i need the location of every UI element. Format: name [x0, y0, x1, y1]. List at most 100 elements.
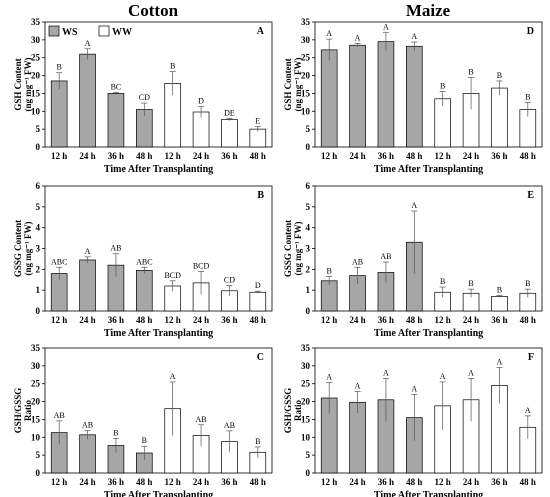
- x-tick-label: 24 h: [463, 151, 479, 161]
- panel-label: F: [528, 352, 534, 363]
- bar-ww: [491, 296, 508, 312]
- significance-letter: A: [411, 201, 417, 210]
- x-tick-label: 48 h: [520, 151, 536, 161]
- x-tick-label: 48 h: [250, 151, 266, 161]
- y-tick-label: 3: [306, 244, 311, 254]
- bar-ws: [50, 80, 68, 148]
- legend-swatch-ww: [98, 25, 110, 37]
- y-tick-label: 10: [301, 432, 311, 442]
- significance-letter: B: [497, 285, 502, 294]
- plot-frame: [314, 347, 543, 474]
- y-tick-label: 20: [301, 397, 311, 407]
- y-tick-label: 0: [36, 306, 41, 316]
- legend-swatch-ws: [48, 25, 60, 37]
- bar-ws: [320, 49, 338, 148]
- y-tick-label: 35: [31, 343, 41, 353]
- significance-letter: BCD: [193, 261, 210, 270]
- significance-letter: ABC: [51, 257, 67, 266]
- bar-ws: [349, 44, 366, 148]
- significance-letter: A: [355, 382, 361, 391]
- x-tick-label: 12 h: [165, 477, 181, 487]
- x-tick-label: 48 h: [406, 477, 422, 487]
- significance-letter: AB: [82, 421, 93, 430]
- bar-ww: [221, 119, 238, 148]
- y-tick-label: 3: [36, 244, 41, 254]
- x-tick-label: 24 h: [349, 477, 365, 487]
- x-axis-label: Time After Transplanting: [374, 328, 483, 339]
- plot-frame: [314, 185, 543, 312]
- y-tick-label: 15: [31, 414, 41, 424]
- x-tick-label: 48 h: [250, 477, 266, 487]
- y-tick-label: 0: [306, 142, 311, 152]
- bar-ws: [377, 41, 395, 148]
- panel-label: B: [257, 190, 264, 201]
- y-tick-label: 2: [306, 264, 311, 274]
- y-tick-label: 10: [31, 432, 41, 442]
- significance-letter: B: [468, 67, 473, 76]
- y-tick-label: 5: [306, 124, 311, 134]
- x-tick-label: 48 h: [520, 477, 536, 487]
- significance-letter: B: [113, 428, 118, 437]
- x-tick-label: 36 h: [491, 151, 507, 161]
- x-tick-label: 24 h: [349, 315, 365, 325]
- y-tick-label: 5: [306, 450, 311, 460]
- y-tick-label: 6: [306, 181, 311, 191]
- x-tick-label: 12 h: [321, 477, 337, 487]
- significance-letter: A: [85, 39, 91, 48]
- y-tick-label: 5: [36, 124, 41, 134]
- significance-letter: B: [468, 279, 473, 288]
- x-tick-label: 24 h: [463, 477, 479, 487]
- bar-ws: [79, 259, 96, 312]
- y-tick-label: 5: [306, 202, 311, 212]
- bar-ww: [249, 128, 267, 148]
- x-tick-label: 36 h: [108, 315, 124, 325]
- significance-letter: B: [440, 82, 445, 91]
- significance-letter: AB: [110, 244, 121, 253]
- x-tick-label: 24 h: [193, 477, 209, 487]
- bar-ws: [79, 434, 96, 474]
- x-tick-label: 12 h: [435, 151, 451, 161]
- significance-letter: A: [411, 32, 417, 41]
- x-tick-label: 36 h: [491, 477, 507, 487]
- y-axis-label: GSSG Content(ng mg⁻¹ FW): [283, 220, 303, 277]
- y-tick-label: 10: [301, 106, 311, 116]
- significance-letter: A: [411, 384, 417, 393]
- x-tick-label: 12 h: [321, 315, 337, 325]
- x-tick-label: 12 h: [321, 151, 337, 161]
- significance-letter: A: [326, 373, 332, 382]
- x-tick-label: 24 h: [79, 477, 95, 487]
- bar-ws: [107, 93, 125, 148]
- y-tick-label: 15: [301, 88, 311, 98]
- y-tick-label: 0: [36, 142, 41, 152]
- significance-letter: A: [383, 23, 389, 32]
- significance-letter: B: [525, 92, 530, 101]
- significance-letter: B: [440, 277, 445, 286]
- y-tick-label: 0: [306, 306, 311, 316]
- y-tick-label: 20: [301, 71, 311, 81]
- significance-letter: CD: [139, 93, 150, 102]
- y-tick-label: 35: [31, 17, 41, 27]
- significance-letter: ABC: [136, 257, 152, 266]
- y-tick-label: 25: [31, 53, 41, 63]
- x-tick-label: 36 h: [378, 477, 394, 487]
- x-tick-label: 48 h: [406, 151, 422, 161]
- cotton-title: Cotton: [128, 1, 179, 20]
- significance-letter: AB: [196, 415, 207, 424]
- bar-ws: [406, 45, 423, 148]
- bar-ws: [320, 280, 338, 312]
- y-tick-label: 0: [36, 468, 41, 478]
- x-tick-label: 12 h: [165, 315, 181, 325]
- y-tick-label: 30: [31, 35, 41, 45]
- significance-letter: AB: [54, 411, 65, 420]
- x-tick-label: 36 h: [378, 151, 394, 161]
- panel-d: 0 5 10 15 20 25 30 35 GSH Content(ng mg⁻¹ FW) A 12…: [283, 17, 543, 175]
- y-tick-label: 30: [31, 361, 41, 371]
- significance-letter: AB: [380, 252, 391, 261]
- x-tick-label: 24 h: [79, 315, 95, 325]
- x-tick-label: 36 h: [108, 151, 124, 161]
- x-tick-label: 12 h: [51, 151, 67, 161]
- significance-letter: E: [255, 117, 260, 126]
